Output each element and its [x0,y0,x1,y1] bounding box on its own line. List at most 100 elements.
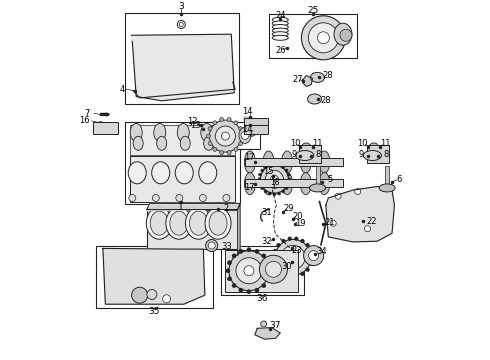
Circle shape [273,193,276,196]
Circle shape [285,186,288,190]
Text: 24: 24 [275,11,286,20]
Ellipse shape [180,136,190,150]
Text: 12: 12 [187,117,197,126]
Text: 14: 14 [242,125,253,134]
Text: 2: 2 [224,204,229,212]
Bar [125,122,240,204]
Circle shape [275,239,311,275]
Text: 29: 29 [284,204,294,212]
Ellipse shape [152,162,170,184]
Circle shape [247,248,251,252]
Polygon shape [238,203,240,256]
Circle shape [282,239,285,243]
Ellipse shape [272,21,288,26]
Circle shape [208,242,215,249]
Polygon shape [147,206,240,211]
Ellipse shape [272,17,288,22]
Circle shape [273,163,276,166]
Circle shape [318,32,329,44]
Circle shape [236,258,262,284]
Text: 33: 33 [221,242,232,251]
Circle shape [229,251,269,291]
Text: 4: 4 [120,85,125,94]
Bar [385,166,389,188]
Ellipse shape [157,136,167,150]
Text: 37: 37 [270,321,281,330]
Circle shape [310,256,314,259]
Ellipse shape [311,72,324,82]
Polygon shape [255,328,280,339]
Ellipse shape [177,123,189,141]
Bar [245,158,343,166]
Circle shape [260,165,289,193]
Ellipse shape [128,162,146,184]
FancyArrow shape [100,113,109,116]
Circle shape [294,274,298,278]
Ellipse shape [133,136,143,150]
Circle shape [206,134,210,138]
Circle shape [301,272,304,276]
Ellipse shape [272,24,288,30]
Bar [93,122,118,134]
Polygon shape [326,186,394,242]
Circle shape [152,194,159,202]
Ellipse shape [166,207,192,239]
Circle shape [239,288,243,292]
Circle shape [277,268,280,271]
Circle shape [287,173,290,176]
Circle shape [259,255,288,283]
Ellipse shape [175,162,193,184]
Circle shape [273,249,277,253]
FancyArrow shape [244,116,254,121]
Text: 11: 11 [312,139,323,148]
Circle shape [239,127,243,131]
Text: 6: 6 [397,175,402,184]
Circle shape [282,166,285,168]
Circle shape [177,21,185,28]
Text: 32: 32 [262,238,272,247]
Circle shape [221,132,229,140]
Text: 9: 9 [359,150,364,159]
Text: 10: 10 [290,139,300,148]
Circle shape [247,290,251,294]
Circle shape [129,194,136,202]
Ellipse shape [272,28,288,33]
Text: 7: 7 [85,109,90,118]
Circle shape [268,163,271,167]
Circle shape [227,150,231,155]
Ellipse shape [263,151,274,173]
Circle shape [132,287,147,303]
Circle shape [255,249,259,253]
Circle shape [281,246,305,269]
Ellipse shape [300,151,311,173]
Circle shape [277,163,281,167]
Circle shape [255,288,259,292]
Circle shape [241,131,249,139]
Circle shape [213,121,217,125]
Text: 17: 17 [244,153,254,162]
Ellipse shape [300,172,311,195]
Bar [130,156,235,202]
Bar [299,145,321,163]
Circle shape [282,190,285,193]
Text: 28: 28 [320,96,331,105]
Circle shape [259,183,262,185]
Circle shape [259,173,262,176]
Bar [147,210,238,249]
Circle shape [227,261,231,265]
Ellipse shape [154,123,166,141]
Text: 25: 25 [307,6,318,15]
Text: 3: 3 [178,2,184,11]
Ellipse shape [272,35,288,40]
Circle shape [340,29,352,41]
Circle shape [239,141,243,145]
Text: 18: 18 [270,178,280,187]
Ellipse shape [199,162,217,184]
Circle shape [226,269,230,273]
Circle shape [301,16,345,60]
Circle shape [335,193,341,199]
Ellipse shape [272,32,288,37]
Circle shape [163,295,171,303]
Circle shape [355,189,361,194]
Circle shape [330,220,336,226]
